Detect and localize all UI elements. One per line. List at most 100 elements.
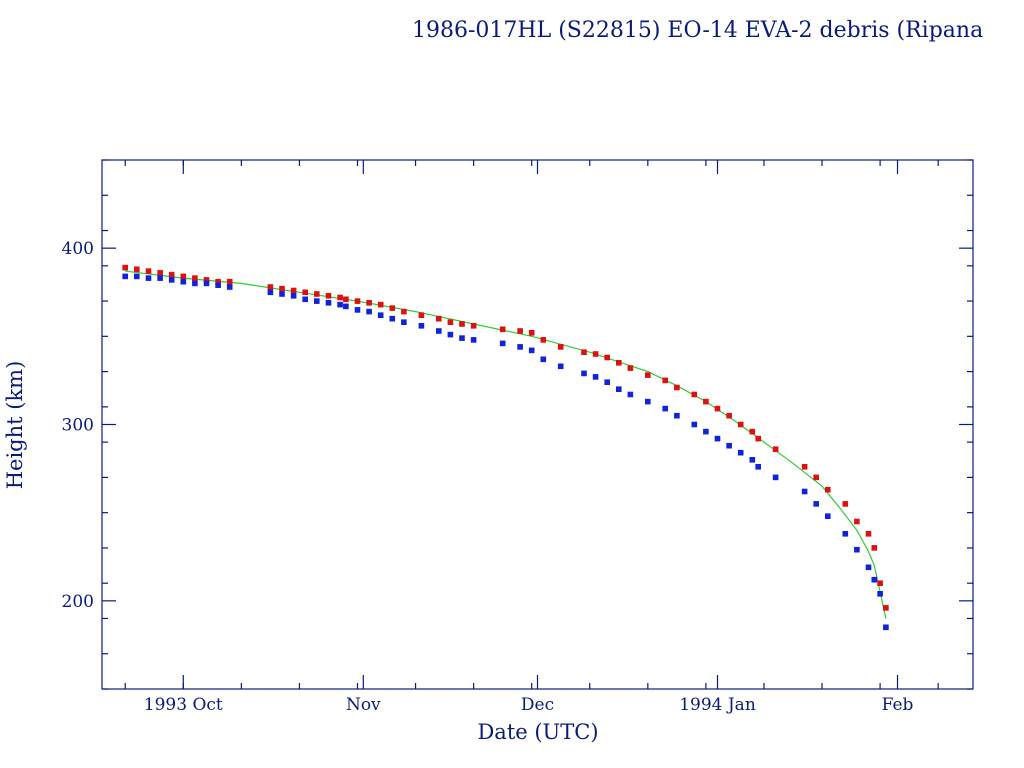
perigee-point bbox=[418, 322, 425, 329]
apogee-point bbox=[267, 284, 274, 290]
perigee-point bbox=[499, 340, 506, 347]
apogee-point bbox=[674, 384, 680, 391]
minor-ticks bbox=[102, 159, 973, 690]
perigee-point bbox=[824, 513, 831, 520]
perigee-point bbox=[401, 319, 407, 326]
perigee-point bbox=[726, 442, 732, 449]
perigee-point bbox=[389, 315, 396, 322]
perigee-point bbox=[592, 374, 599, 380]
apogee-point bbox=[366, 299, 372, 306]
apogee-point bbox=[447, 319, 454, 326]
perigee-point bbox=[871, 576, 878, 583]
perigee-point bbox=[691, 421, 698, 428]
apogee-point bbox=[290, 287, 297, 294]
apogee-point bbox=[180, 273, 187, 280]
apogee-point bbox=[389, 305, 396, 311]
apogee-point bbox=[714, 405, 721, 412]
apogee-point bbox=[459, 321, 465, 327]
apogee-point bbox=[343, 296, 349, 303]
perigee-point bbox=[145, 275, 152, 281]
perigee-point bbox=[662, 405, 669, 412]
apogee-point bbox=[749, 428, 756, 435]
perigee-point bbox=[557, 363, 564, 370]
perigee-point bbox=[366, 308, 372, 315]
apogee-point bbox=[581, 349, 587, 356]
perigee-point bbox=[644, 398, 651, 405]
perigee-point bbox=[337, 301, 343, 308]
perigee-point bbox=[290, 292, 297, 299]
apogee-point bbox=[470, 322, 477, 329]
perigee-point bbox=[325, 299, 332, 306]
perigee-point bbox=[343, 303, 349, 310]
perigee-point bbox=[180, 278, 187, 285]
apogee-point bbox=[540, 337, 547, 343]
x-axis-label: Date (UTC) bbox=[477, 720, 598, 744]
perigee-point bbox=[674, 412, 680, 419]
x-axis-ticks: 1993 Oct Nov Dec 1994 Jan Feb bbox=[144, 160, 914, 715]
apogee-point bbox=[435, 315, 442, 322]
perigee-point bbox=[703, 428, 709, 435]
apogee-point bbox=[801, 463, 808, 470]
apogee-point bbox=[337, 294, 343, 301]
apogee-point bbox=[854, 518, 860, 525]
y-tick-label: 300 bbox=[62, 416, 94, 436]
x-tick-label: 1993 Oct bbox=[144, 695, 223, 715]
apogee-point bbox=[703, 398, 709, 405]
perigee-point bbox=[813, 501, 820, 507]
apogee-point bbox=[662, 377, 669, 384]
perigee-point bbox=[203, 280, 210, 287]
apogee-point bbox=[325, 292, 332, 299]
apogee-point bbox=[813, 474, 820, 481]
perigee-point bbox=[883, 624, 889, 631]
perigee-point bbox=[842, 530, 849, 537]
perigee-point bbox=[157, 275, 163, 281]
perigee-point bbox=[772, 474, 779, 481]
apogee-point bbox=[604, 354, 611, 361]
apogee-point bbox=[627, 365, 634, 371]
apogee-point bbox=[691, 391, 698, 398]
data-points bbox=[122, 264, 889, 631]
perigee-point bbox=[755, 463, 762, 470]
fit-curve bbox=[125, 270, 887, 619]
apogee-point bbox=[401, 308, 407, 315]
apogee-point bbox=[737, 421, 744, 428]
apogee-point bbox=[168, 271, 175, 278]
apogee-point bbox=[145, 268, 152, 274]
apogee-point bbox=[122, 264, 128, 271]
perigee-point bbox=[877, 590, 883, 597]
y-tick-label: 200 bbox=[62, 592, 94, 612]
perigee-point bbox=[134, 273, 140, 280]
perigee-point bbox=[302, 296, 309, 303]
y-axis-label: Height (km) bbox=[3, 361, 27, 490]
apogee-point bbox=[302, 289, 309, 296]
perigee-point bbox=[435, 328, 442, 334]
apogee-point bbox=[883, 605, 889, 611]
apogee-point bbox=[842, 501, 849, 507]
perigee-point bbox=[313, 298, 320, 304]
apogee-point bbox=[377, 301, 384, 308]
apogee-point bbox=[755, 435, 762, 442]
apogee-point bbox=[157, 270, 163, 276]
apogee-point bbox=[134, 266, 140, 273]
apogee-point bbox=[226, 278, 233, 285]
x-tick-label: 1994 Jan bbox=[679, 695, 756, 715]
apogee-point bbox=[877, 580, 883, 587]
perigee-point bbox=[459, 335, 465, 341]
x-tick-label: Feb bbox=[882, 695, 914, 715]
chart-title: 1986-017HL (S22815) EO-14 EVA-2 debris (… bbox=[412, 18, 983, 43]
apogee-point bbox=[517, 328, 523, 334]
perigee-point bbox=[540, 356, 547, 363]
perigee-point bbox=[854, 546, 860, 553]
perigee-point bbox=[801, 488, 808, 495]
apogee-point bbox=[354, 298, 361, 304]
apogee-point bbox=[418, 312, 425, 319]
perigee-point bbox=[749, 456, 756, 463]
apogee-point bbox=[557, 344, 564, 350]
perigee-point bbox=[168, 277, 175, 283]
perigee-point bbox=[615, 386, 622, 393]
plot-frame bbox=[101, 159, 974, 690]
perigee-point bbox=[737, 449, 744, 456]
apogee-point bbox=[592, 351, 599, 357]
x-tick-label: Dec bbox=[521, 695, 554, 715]
perigee-point bbox=[714, 435, 721, 442]
